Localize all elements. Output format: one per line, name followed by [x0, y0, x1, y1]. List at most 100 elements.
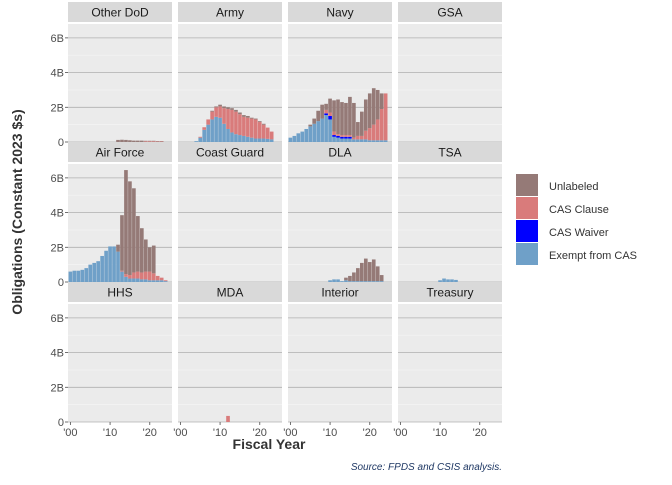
bar-army-2009-exempt	[214, 116, 218, 142]
panel-background-air-force	[68, 164, 172, 282]
bar-air-force-2024-exempt	[163, 281, 168, 282]
y-tick-label: 4B	[51, 208, 64, 220]
bar-army-2017-unlabeled	[246, 115, 250, 118]
bar-other-dod-2022-cas_clause	[155, 141, 160, 142]
bar-navy-2017-unlabeled	[356, 122, 360, 136]
bar-navy-2020-cas_clause	[367, 128, 372, 141]
bar-navy-2019-exempt	[363, 139, 368, 142]
bar-air-force-2008-exempt	[100, 255, 104, 282]
legend-swatch-cas_clause	[516, 197, 538, 219]
bar-other-dod-2021-unlabeled	[151, 140, 156, 142]
facet-strip-army	[178, 2, 282, 22]
bar-navy-2019-unlabeled	[363, 99, 368, 131]
facet-strip-other-dod	[68, 2, 172, 22]
bar-army-2021-exempt	[261, 138, 266, 142]
bar-air-force-2017-unlabeled	[136, 216, 140, 272]
bar-navy-2024-exempt	[383, 140, 388, 142]
x-tick-label: '20	[253, 427, 267, 439]
bar-air-force-2022-exempt	[155, 280, 160, 282]
bar-navy-2020-exempt	[367, 140, 372, 142]
bar-air-force-2018-exempt	[140, 279, 144, 282]
bar-navy-2010-cas_clause	[328, 112, 332, 116]
bar-dla-2019-unlabeled	[363, 258, 368, 282]
bar-dla-2016-unlabeled	[352, 272, 356, 282]
bar-navy-2016-cas_clause	[352, 137, 356, 140]
bar-other-dod-2019-cas_clause	[143, 141, 148, 142]
bar-navy-2011-cas_clause	[332, 131, 336, 136]
bar-air-force-2014-cas_clause	[124, 274, 128, 277]
bar-army-2005-exempt	[198, 137, 203, 142]
x-tick-label: '00	[173, 427, 187, 439]
x-tick-label: '10	[433, 427, 447, 439]
bar-tsa-2014-exempt	[454, 279, 458, 282]
bar-other-dod-2013-unlabeled	[120, 139, 124, 142]
source-caption: Source: FPDS and CSIS analysis.	[351, 462, 502, 473]
bar-navy-2020-unlabeled	[367, 93, 372, 129]
bar-navy-2017-exempt	[356, 139, 360, 142]
x-axis-title: Fiscal Year	[233, 436, 306, 452]
bar-navy-2015-cas_clause	[348, 135, 352, 137]
bar-navy-2017-cas_clause	[356, 135, 360, 140]
bar-air-force-2019-cas_clause	[143, 271, 148, 280]
bar-army-2008-cas_clause	[210, 111, 214, 120]
bar-other-dod-2022-unlabeled	[155, 141, 160, 142]
bar-army-2009-unlabeled	[214, 106, 218, 108]
bar-navy-2009-unlabeled	[324, 103, 328, 110]
y-tick-label: 4B	[51, 68, 64, 80]
bar-army-2020-cas_clause	[257, 122, 262, 139]
bar-navy-2013-cas_waiver	[340, 136, 344, 139]
bar-air-force-2009-exempt	[104, 250, 108, 282]
bar-dla-2015-unlabeled	[348, 275, 352, 282]
bar-navy-2021-cas_clause	[371, 124, 376, 141]
bar-dla-2022-exempt	[375, 281, 380, 282]
bar-air-force-2020-exempt	[147, 280, 152, 282]
y-tick-label: 6B	[51, 313, 64, 325]
bar-navy-2012-cas_clause	[336, 134, 340, 136]
y-tick-label: 2B	[51, 242, 64, 254]
bar-army-2014-exempt	[234, 134, 238, 142]
bar-army-2011-cas_clause	[222, 108, 226, 124]
bar-air-force-2015-unlabeled	[128, 181, 132, 276]
bar-army-2018-exempt	[250, 137, 254, 142]
bar-navy-2023-exempt	[379, 140, 384, 142]
bar-air-force-2023-exempt	[159, 280, 164, 282]
bar-army-2023-exempt	[269, 139, 274, 142]
facet-strip-coast-guard	[178, 142, 282, 162]
bar-navy-2021-exempt	[371, 140, 376, 142]
bar-army-2013-cas_clause	[230, 109, 234, 133]
bar-army-2021-cas_clause	[261, 124, 266, 139]
bar-navy-2024-cas_clause	[383, 93, 388, 141]
x-tick-label: '00	[63, 427, 77, 439]
bar-dla-2019-exempt	[363, 281, 368, 282]
bar-navy-2014-cas_waiver	[344, 136, 348, 139]
facet-strip-tsa	[398, 142, 502, 162]
panel-background-interior	[288, 304, 392, 422]
panel-background-hhs	[68, 304, 172, 422]
y-tick-label: 2B	[51, 102, 64, 114]
bar-navy-2022-exempt	[375, 140, 380, 142]
bar-other-dod-2016-unlabeled	[132, 140, 136, 142]
bar-army-2010-cas_clause	[218, 106, 222, 118]
facet-title-dla: DLA	[328, 146, 351, 160]
bar-navy-2023-cas_clause	[379, 109, 384, 141]
bar-army-2019-unlabeled	[253, 118, 258, 120]
bar-air-force-2012-exempt	[116, 251, 120, 282]
bar-navy-2014-exempt	[344, 138, 348, 142]
bar-dla-2021-unlabeled	[371, 259, 376, 282]
bar-dla-2011-exempt	[332, 279, 336, 282]
bar-army-2019-cas_clause	[253, 119, 258, 139]
bar-army-2020-unlabeled	[257, 121, 262, 123]
bar-army-2011-unlabeled	[222, 106, 226, 109]
bar-other-dod-2018-unlabeled	[140, 140, 144, 142]
bar-other-dod-2017-unlabeled	[136, 140, 140, 142]
bar-tsa-2013-exempt	[450, 279, 454, 282]
x-tick-label: '10	[323, 427, 337, 439]
bar-navy-2018-exempt	[360, 139, 364, 142]
bar-army-2014-unlabeled	[234, 109, 238, 112]
bar-dla-2016-exempt	[352, 281, 356, 282]
facet-title-other-dod: Other DoD	[91, 6, 149, 20]
bar-navy-2015-exempt	[348, 138, 352, 142]
bar-air-force-2014-exempt	[124, 276, 128, 282]
legend-swatch-cas_waiver	[516, 220, 538, 242]
bar-other-dod-2014-unlabeled	[124, 139, 128, 142]
